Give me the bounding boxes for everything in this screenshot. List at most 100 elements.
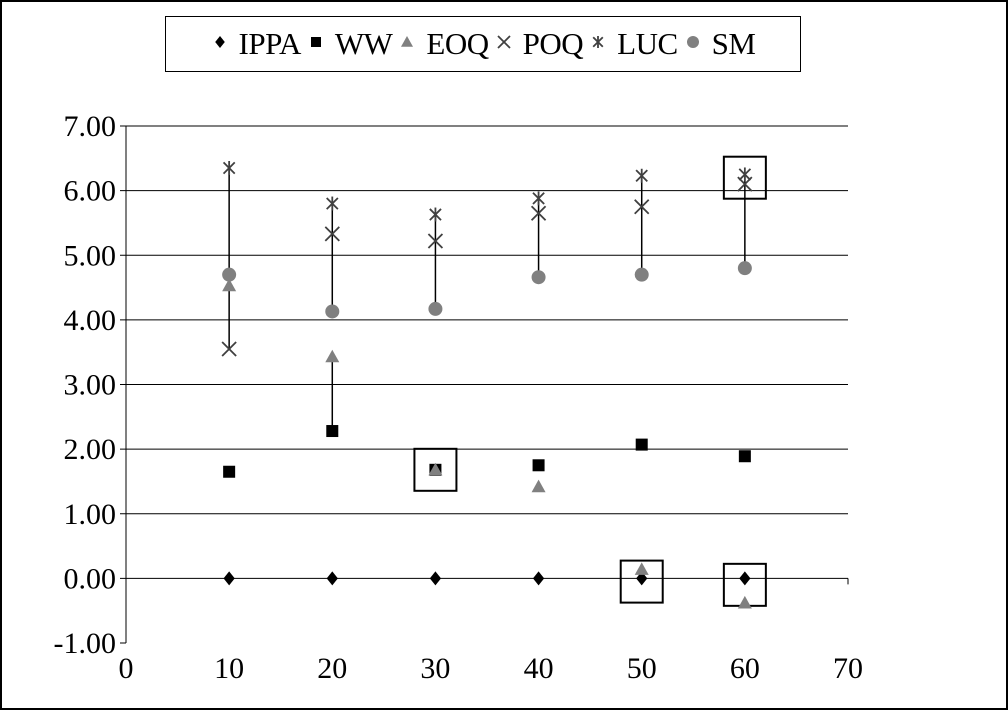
legend-marker-ww (310, 37, 321, 47)
data-point-sm-shape (737, 261, 752, 276)
data-point-eoq (325, 349, 340, 363)
x-tick-label: 50 (627, 652, 657, 685)
x-tick-label: 70 (833, 652, 863, 685)
legend-label-poq: POQ (522, 26, 584, 61)
data-point-poq (221, 341, 237, 357)
data-point-poq (427, 233, 444, 249)
data-point-eoq-shape (634, 562, 649, 575)
legend-marker-shape-ippa-shape (214, 36, 225, 48)
data-point-ww (635, 438, 648, 451)
data-point-luc (635, 168, 648, 183)
y-tick-label: 3.00 (64, 369, 117, 402)
data-point-eoq (222, 278, 237, 292)
data-point-ippa (739, 571, 751, 586)
x-tick-label: 30 (420, 652, 450, 685)
y-tick-label: 5.00 (64, 239, 117, 272)
legend-marker-shape-sm (686, 36, 699, 48)
data-point-poq (634, 199, 650, 215)
data-point-eoq (531, 479, 546, 493)
data-point-poq-stroke (324, 226, 340, 242)
legend-label-ippa: IPPA (238, 26, 302, 61)
data-point-luc (532, 191, 545, 206)
data-point-eoq-shape (531, 479, 546, 493)
legend-item-ippa: IPPA (211, 26, 301, 62)
legend-item-poq: POQ (495, 26, 584, 62)
x-tick-label: 10 (214, 652, 244, 685)
data-point-poq-stroke (427, 233, 444, 249)
data-point-poq-stroke (634, 199, 650, 215)
legend-label-luc: LUC (617, 26, 678, 61)
data-point-ww-shape (326, 425, 339, 438)
legend-marker-eoq (401, 36, 414, 47)
data-point-ippa (223, 571, 235, 586)
legend-marker-sm (686, 36, 699, 48)
legend-item-ww: WW (307, 26, 393, 62)
legend-marker-shape-ww-shape (310, 37, 321, 47)
y-tick-label: 1.00 (64, 498, 117, 531)
data-point-sm (428, 301, 443, 316)
y-tick-label: 7.00 (64, 110, 117, 143)
data-point-sm (737, 261, 752, 276)
data-point-ippa-shape (532, 571, 545, 586)
legend-marker-poq (497, 35, 511, 49)
data-point-sm (325, 304, 340, 319)
data-point-poq (324, 226, 340, 242)
data-point-ww-shape (532, 459, 545, 472)
legend-item-sm: SM (684, 26, 756, 62)
data-point-eoq (737, 595, 752, 609)
data-point-luc (738, 167, 752, 182)
legend-marker-shape-eoq-shape (401, 36, 414, 47)
legend-marker-shape-sm-shape (686, 36, 699, 48)
data-point-sm-shape (325, 304, 340, 319)
data-point-ippa-shape (326, 571, 338, 586)
data-point-ippa (429, 571, 442, 586)
data-point-eoq-shape (428, 462, 443, 476)
highlight-box (619, 559, 664, 604)
data-point-eoq-shape (222, 278, 237, 292)
data-point-ww (738, 450, 751, 463)
legend-label-ww: WW (334, 26, 393, 61)
y-tick-label: 4.00 (64, 304, 117, 337)
data-point-ww (223, 465, 236, 478)
y-tick-label: -1.00 (54, 627, 117, 660)
data-point-sm (222, 267, 237, 282)
legend-marker-shape-poq (497, 35, 511, 49)
y-tick-label: 2.00 (64, 433, 117, 466)
y-tick-label: 6.00 (64, 175, 117, 208)
data-point-eoq (634, 562, 649, 575)
data-point-eoq-shape (325, 349, 340, 363)
chart-legend: IPPA WW EOQ POQ LUC SM (165, 16, 801, 72)
data-point-ww (532, 459, 545, 472)
data-point-sm-shape (634, 267, 649, 282)
data-point-ippa (532, 571, 545, 586)
data-point-luc (222, 161, 236, 176)
data-point-luc (326, 196, 339, 211)
x-tick-label: 0 (119, 652, 134, 685)
data-point-ippa-shape (739, 571, 751, 586)
data-point-ww (326, 425, 339, 438)
legend-item-luc: LUC (589, 26, 678, 62)
data-point-ww-shape (223, 465, 236, 478)
highlight-box (722, 155, 767, 200)
data-point-sm (531, 270, 546, 285)
data-point-poq (530, 205, 547, 221)
data-point-poq-stroke (221, 341, 237, 357)
data-point-eoq-shape (737, 595, 752, 609)
legend-marker-luc (592, 36, 604, 48)
legend-label-eoq: EOQ (426, 26, 489, 61)
data-point-sm (634, 267, 649, 282)
legend-marker-shape-ww (310, 37, 321, 47)
x-tick-label: 40 (524, 652, 554, 685)
data-point-luc (429, 207, 442, 222)
data-point-ippa (326, 571, 338, 586)
data-point-ippa-shape (223, 571, 235, 586)
legend-marker-ippa (214, 36, 225, 48)
data-point-eoq (428, 462, 443, 476)
x-tick-label: 20 (317, 652, 347, 685)
highlight-box (413, 447, 458, 492)
legend-label-sm: SM (711, 26, 756, 61)
legend-marker-shape-luc (592, 36, 604, 48)
legend-marker-shape-eoq (401, 36, 414, 47)
data-point-sm-shape (222, 267, 237, 282)
